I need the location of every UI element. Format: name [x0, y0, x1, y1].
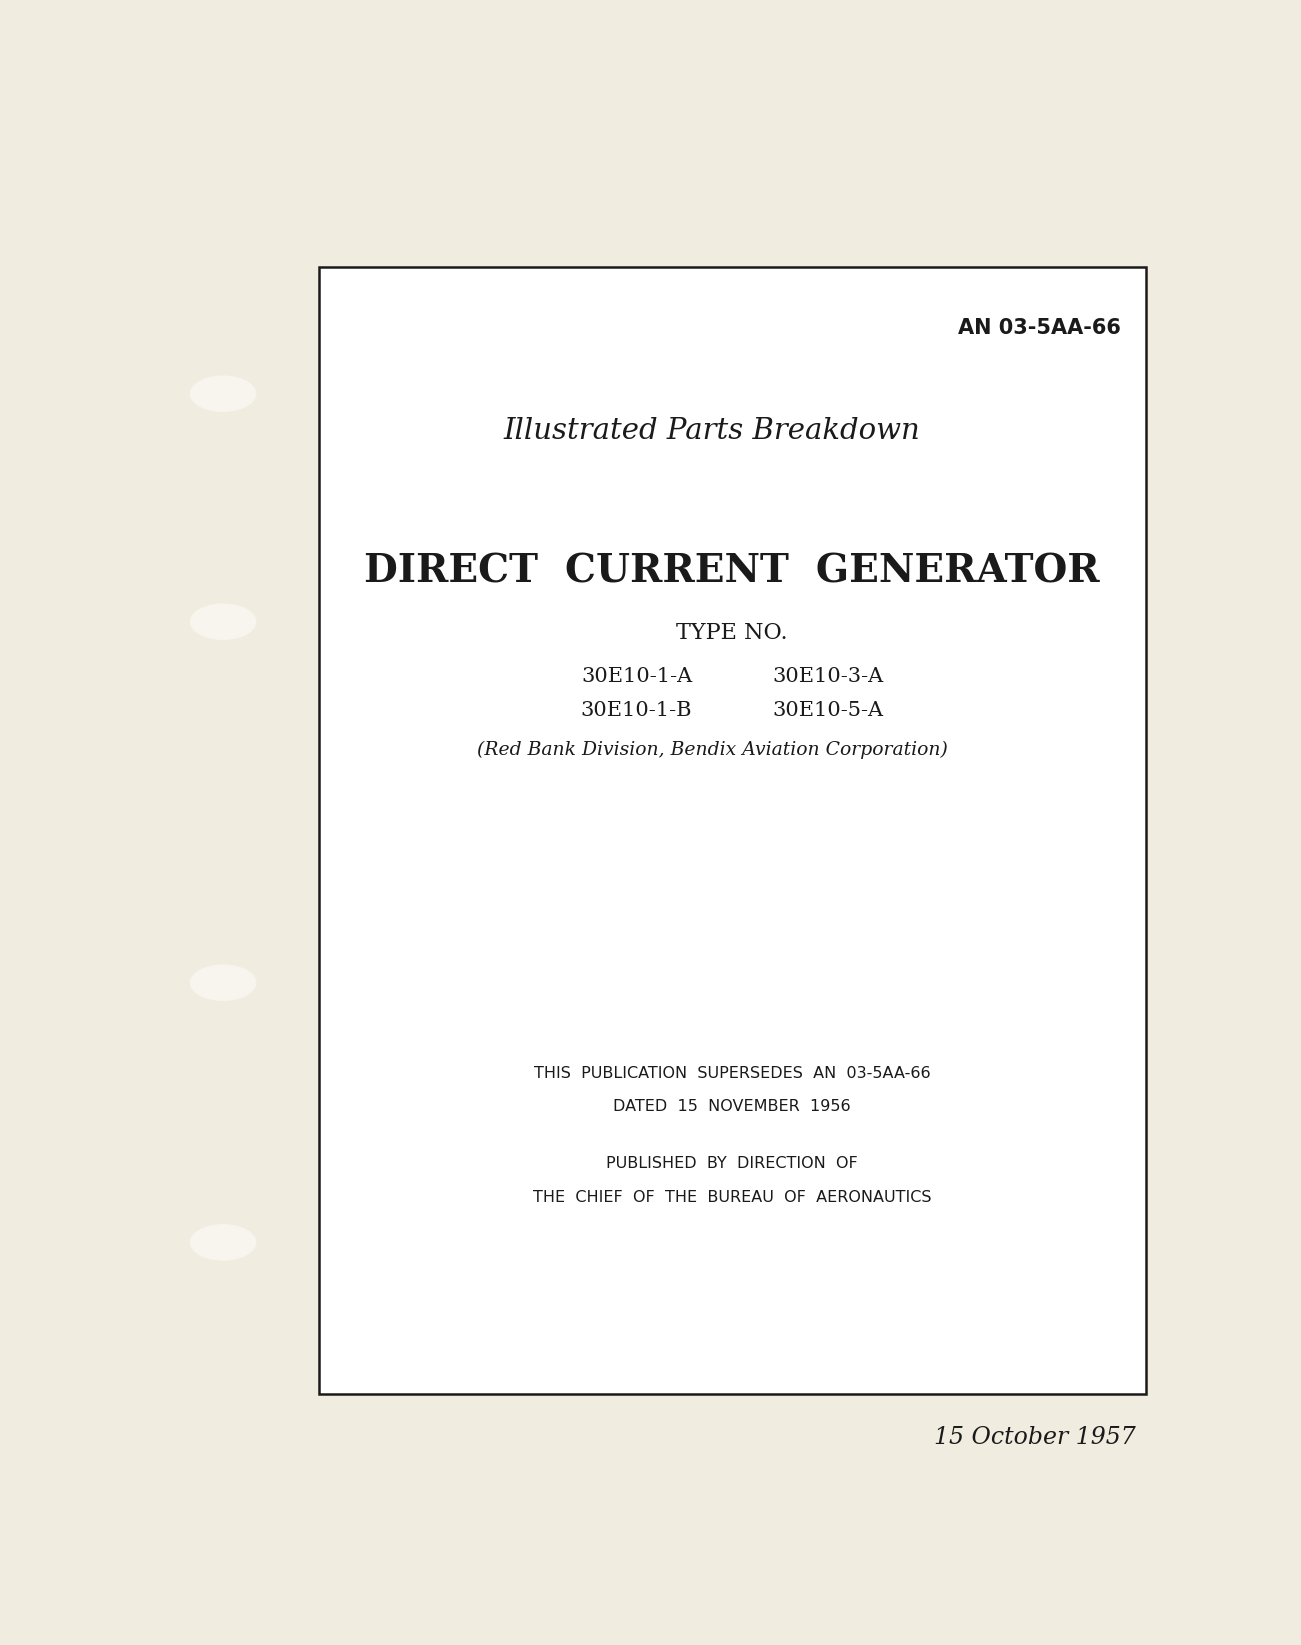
Text: 30E10-5-A: 30E10-5-A — [773, 701, 883, 719]
Bar — [319, 266, 1146, 1395]
Text: 15 October 1957: 15 October 1957 — [934, 1426, 1136, 1449]
Text: TYPE NO.: TYPE NO. — [677, 622, 788, 645]
Ellipse shape — [190, 377, 256, 411]
Ellipse shape — [190, 604, 256, 640]
Text: 30E10-1-B: 30E10-1-B — [580, 701, 692, 719]
Ellipse shape — [190, 1224, 256, 1260]
Text: Illustrated Parts Breakdown: Illustrated Parts Breakdown — [503, 416, 921, 444]
Text: AN 03-5AA-66: AN 03-5AA-66 — [958, 317, 1120, 337]
Text: DATED  15  NOVEMBER  1956: DATED 15 NOVEMBER 1956 — [614, 1099, 851, 1114]
Text: 30E10-1-A: 30E10-1-A — [580, 666, 692, 686]
Text: DIRECT  CURRENT  GENERATOR: DIRECT CURRENT GENERATOR — [364, 553, 1101, 591]
Ellipse shape — [190, 966, 256, 1000]
Text: THE  CHIEF  OF  THE  BUREAU  OF  AERONAUTICS: THE CHIEF OF THE BUREAU OF AERONAUTICS — [533, 1189, 932, 1204]
Text: (Red Bank Division, Bendix Aviation Corporation): (Red Bank Division, Bendix Aviation Corp… — [476, 740, 947, 758]
Text: PUBLISHED  BY  DIRECTION  OF: PUBLISHED BY DIRECTION OF — [606, 1156, 859, 1171]
Text: 30E10-3-A: 30E10-3-A — [773, 666, 883, 686]
Text: THIS  PUBLICATION  SUPERSEDES  AN  03-5AA-66: THIS PUBLICATION SUPERSEDES AN 03-5AA-66 — [533, 1066, 930, 1081]
